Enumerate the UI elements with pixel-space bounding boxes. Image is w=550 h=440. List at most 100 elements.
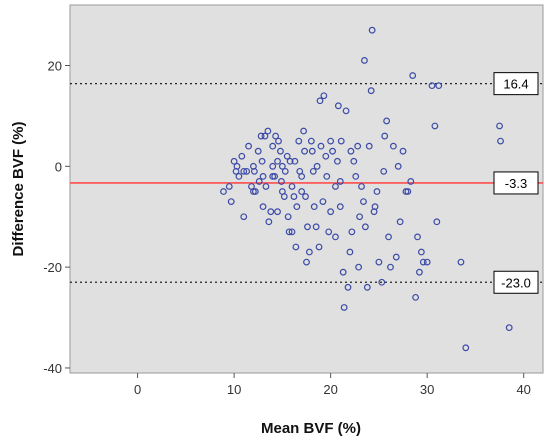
scatter-point [433,218,441,226]
scatter-point [389,142,397,150]
scatter-point [416,268,423,276]
scatter-point [414,233,421,241]
scatter-point [243,167,251,175]
scatter-point [356,213,363,221]
scatter-points [220,26,513,352]
x-tick-label: 30 [420,382,434,397]
scatter-point [327,208,335,216]
scatter-point [220,188,227,195]
scatter-point [240,167,248,175]
scatter-point [350,157,358,165]
scatter-point [310,203,318,211]
scatter-point [278,162,286,170]
scatter-point [258,157,266,165]
plot-area [69,4,544,374]
scatter-point [262,183,270,190]
scatter-point [298,172,306,180]
scatter-point [304,223,311,231]
scatter-point [358,183,365,190]
scatter-point [238,152,246,160]
scatter-point [381,132,389,140]
scatter-point [275,137,282,145]
scatter-point [274,208,281,216]
scatter-point [412,293,419,301]
scatter-point [284,213,292,221]
scatter-point [402,188,410,195]
scatter-point [305,248,313,256]
scatter-point [272,132,280,140]
scatter-point [291,157,299,165]
scatter-point [378,278,386,286]
scatter-point [323,172,331,180]
scatter-point [346,248,354,256]
scatter-point [371,203,379,211]
scatter-point [265,218,273,226]
scatter-point [313,162,321,170]
scatter-point [259,203,267,211]
scatter-point [329,147,336,155]
scatter-point [354,142,362,150]
reference-label-box [493,72,539,96]
scatter-point [261,132,269,140]
scatter-point [327,137,335,145]
scatter-point [264,127,272,135]
scatter-point [227,198,235,206]
reference-label: 16.4 [503,77,528,92]
scatter-point [363,283,371,291]
scatter-point [315,243,323,251]
scatter-point [423,258,431,266]
scatter-point [431,122,439,130]
scatter-point [235,172,243,180]
scatter-point [435,82,443,90]
scatter-point [307,137,315,145]
scatter-point [259,172,267,180]
scatter-point [361,57,368,64]
reference-label: -3.3 [505,176,527,191]
scatter-point [233,162,241,170]
scatter-point [298,188,306,195]
scatter-point [245,142,252,150]
scatter-point [292,243,300,251]
reference-labels: 16.4 -3.3 -23.0 [493,72,539,294]
scatter-point [419,258,427,266]
reference-label: -23.0 [501,275,531,290]
scatter-point [269,172,277,180]
scatter-point [280,193,288,200]
scatter-point [336,178,344,185]
y-axis-label: Difference BVF (%) [10,121,27,256]
scatter-point [383,117,391,125]
scatter-point [348,228,356,236]
scatter-point [344,283,352,291]
scatter-point [309,167,317,175]
scatter-point [283,152,291,160]
scatter-point [317,142,325,150]
scatter-point [457,258,465,266]
scatter-point [295,137,303,145]
scatter-point [360,198,367,206]
scatter-point [240,213,248,221]
x-axis-ticks: 0 10 20 30 40 [134,373,531,397]
scatter-point [312,223,320,231]
scatter-point [278,178,285,185]
scatter-point [428,82,436,90]
scatter-point [417,248,425,256]
scatter-point [462,344,470,352]
y-tick-label: 0 [55,159,62,174]
scatter-point [365,142,373,150]
scatter-point [352,172,360,180]
scatter-point [496,122,503,130]
scatter-point [250,167,258,175]
scatter-point [281,167,289,175]
scatter-point [394,162,402,170]
scatter-point [347,147,355,155]
scatter-point [333,157,341,165]
scatter-point [409,72,417,79]
scatter-point [399,147,407,155]
scatter-point [271,172,279,180]
scatter-point [302,193,309,200]
scatter-point [285,228,293,236]
scatter-point [301,147,308,155]
scatter-point [254,147,262,155]
scatter-point [367,87,375,95]
scatter-point [334,102,342,110]
